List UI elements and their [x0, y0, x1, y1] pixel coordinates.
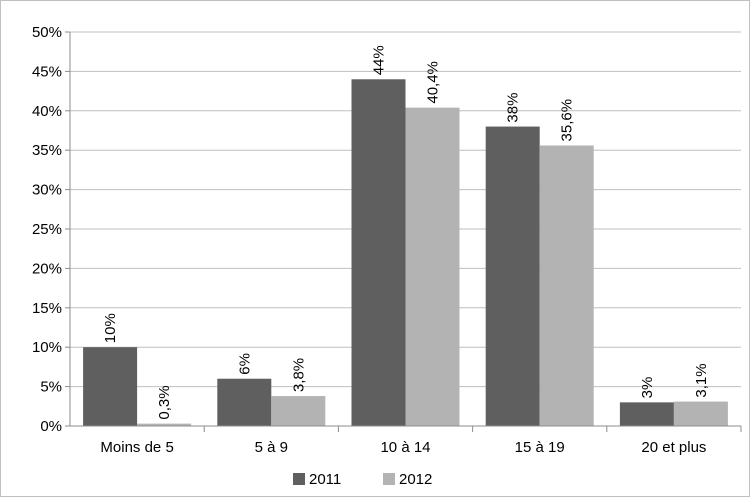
data-label: 3,1% [693, 363, 710, 397]
legend-label-2012: 2012 [399, 471, 432, 488]
data-label: 40,4% [425, 61, 442, 104]
axes: 0% 5% 10% 15% 20% 25% 30% 35% 40% 45% 50% Moins de … [32, 24, 742, 456]
bar-2011 [217, 378, 272, 426]
data-label: 10% [102, 313, 119, 343]
y-tick-label: 20% [32, 260, 62, 277]
y-tick-label: 15% [32, 300, 62, 317]
bar-2011 [83, 347, 138, 426]
y-tick-label: 5% [40, 379, 62, 396]
bar-2011 [485, 126, 540, 426]
legend-swatch-2011 [293, 473, 305, 485]
data-label: 3% [639, 377, 656, 399]
y-tick-label: 50% [32, 24, 62, 41]
y-tick-label: 25% [32, 221, 62, 238]
data-label: 38% [505, 93, 522, 123]
x-tick-label: Moins de 5 [100, 439, 173, 456]
data-label: 6% [236, 353, 253, 375]
bar-2012 [271, 396, 326, 426]
bar-2011 [619, 402, 674, 426]
bar-2012 [137, 423, 192, 426]
data-label: 0,3% [156, 385, 173, 419]
y-tick-label: 30% [32, 182, 62, 199]
x-tick-label: 20 et plus [641, 439, 706, 456]
bar-2012 [405, 107, 460, 426]
legend: 2011 2012 [293, 471, 432, 488]
x-tick-label: 10 à 14 [380, 439, 430, 456]
data-labels: 10% 0,3% 6% 3,8% 44% 40,4% 38% 35,6% 3% 3,1% [102, 45, 710, 419]
y-tick-label: 35% [32, 142, 62, 159]
legend-label-2011: 2011 [309, 471, 341, 488]
bar-2011 [351, 79, 406, 426]
x-tick-label: 15 à 19 [515, 439, 565, 456]
y-tick-label: 45% [32, 63, 62, 80]
legend-swatch-2012 [383, 473, 395, 485]
data-label: 44% [371, 45, 388, 75]
data-label: 35,6% [559, 99, 576, 142]
y-tick-label: 40% [32, 103, 62, 120]
bar-2012 [539, 145, 594, 427]
y-tick-label: 0% [40, 418, 62, 435]
x-tick-label: 5 à 9 [255, 439, 288, 456]
y-tick-label: 10% [32, 339, 62, 356]
data-label: 3,8% [290, 358, 307, 392]
bar-2012 [673, 401, 728, 426]
bars [83, 79, 728, 427]
